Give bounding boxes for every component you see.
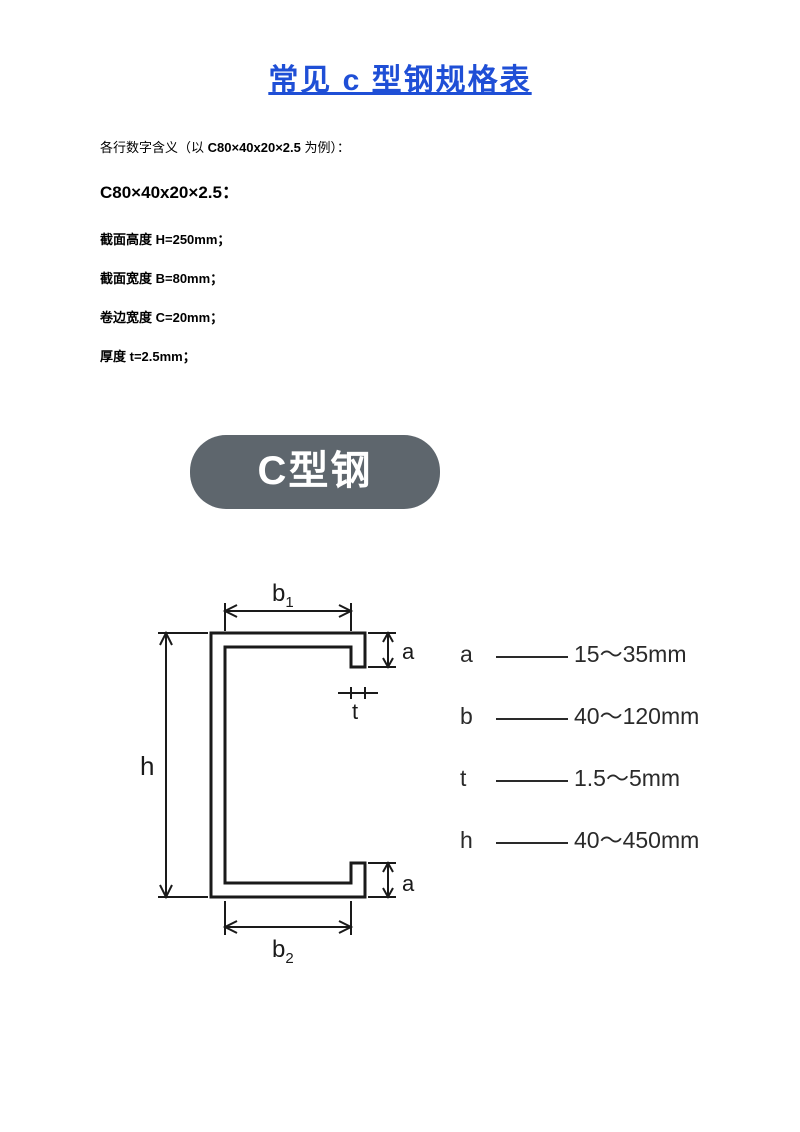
legend-key: a [460, 641, 490, 668]
spec-line: 截面宽度 B=80mm； [100, 268, 700, 287]
label-h: h [140, 751, 154, 781]
spec-line: 厚度 t=2.5mm； [100, 346, 700, 365]
diagram-area: C型钢 h [100, 435, 700, 1035]
label-b2: b [272, 936, 285, 963]
intro-prefix: 各行数字含义（以 [100, 140, 208, 155]
legend-key: h [460, 827, 490, 854]
legend: a 15～35mm b 40～120mm t 1.5～5mm h 40～450mm [460, 635, 699, 883]
badge-c-steel: C型钢 [190, 435, 440, 509]
label-a-top: a [402, 639, 415, 664]
label-b1: b [272, 580, 285, 607]
legend-value: 40～450mm [574, 827, 699, 853]
intro-line: 各行数字含义（以 C80×40x20×2.5 为例）： [100, 137, 700, 156]
svg-text:b2: b2 [272, 936, 294, 967]
legend-key: t [460, 765, 490, 792]
spec-code: C80×40x20×2.5： [100, 178, 700, 203]
legend-value: 1.5～5mm [574, 765, 680, 791]
label-t: t [352, 699, 358, 724]
label-b2-sub: 2 [285, 950, 293, 967]
legend-row: b 40～120mm [460, 697, 699, 731]
legend-value: 40～120mm [574, 703, 699, 729]
spec-line: 卷边宽度 C=20mm； [100, 307, 700, 326]
legend-row: a 15～35mm [460, 635, 699, 669]
legend-key: b [460, 703, 490, 730]
legend-value: 15～35mm [574, 641, 686, 667]
svg-text:b1: b1 [272, 580, 294, 611]
label-a-bot: a [402, 871, 415, 896]
intro-example: C80×40x20×2.5 [208, 140, 301, 155]
page-title: 常见 c 型钢规格表 [100, 55, 700, 99]
spec-line: 截面高度 H=250mm； [100, 229, 700, 248]
label-b1-sub: 1 [285, 594, 293, 611]
legend-row: h 40～450mm [460, 821, 699, 855]
legend-row: t 1.5～5mm [460, 759, 699, 793]
c-section-diagram: h b1 [120, 575, 440, 980]
intro-suffix: 为例）： [301, 140, 350, 155]
